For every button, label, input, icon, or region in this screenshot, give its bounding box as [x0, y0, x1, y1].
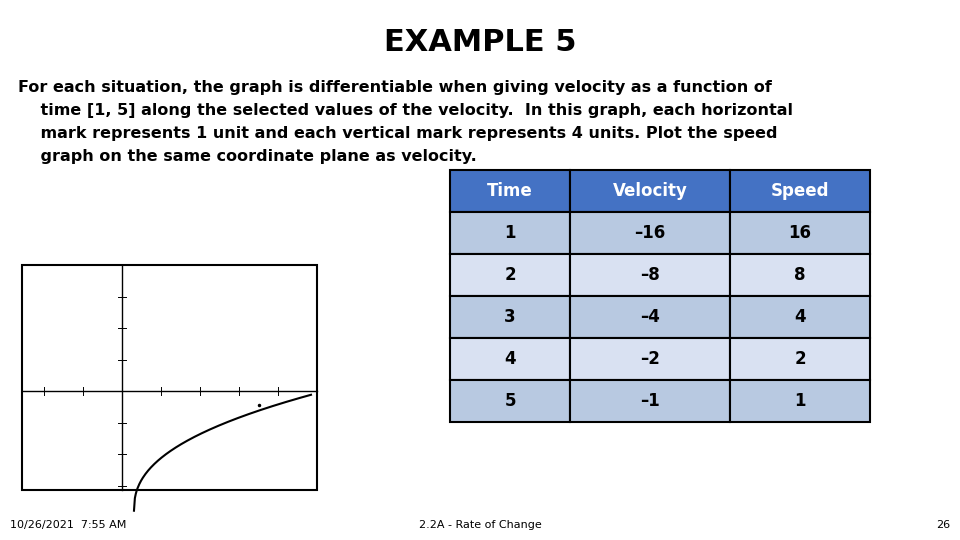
- Text: –16: –16: [635, 224, 665, 242]
- Text: –8: –8: [640, 266, 660, 284]
- Bar: [730, 380, 870, 422]
- Text: mark represents 1 unit and each vertical mark represents 4 units. Plot the speed: mark represents 1 unit and each vertical…: [18, 126, 778, 141]
- Bar: [730, 338, 870, 380]
- Text: 5: 5: [504, 392, 516, 410]
- Text: –1: –1: [640, 392, 660, 410]
- Text: graph on the same coordinate plane as velocity.: graph on the same coordinate plane as ve…: [18, 149, 477, 164]
- Bar: [450, 380, 570, 422]
- Text: 2: 2: [504, 266, 516, 284]
- Text: 1: 1: [794, 392, 805, 410]
- Text: Velocity: Velocity: [612, 182, 687, 200]
- Bar: [570, 212, 730, 254]
- Bar: [450, 338, 570, 380]
- Bar: [570, 170, 730, 212]
- Bar: [570, 254, 730, 296]
- Text: Speed: Speed: [771, 182, 829, 200]
- Text: 2.2A - Rate of Change: 2.2A - Rate of Change: [419, 520, 541, 530]
- Text: 4: 4: [794, 308, 805, 326]
- Text: 16: 16: [788, 224, 811, 242]
- Bar: [570, 296, 730, 338]
- Bar: [730, 170, 870, 212]
- Text: time [1, 5] along the selected values of the velocity.  In this graph, each hori: time [1, 5] along the selected values of…: [18, 103, 793, 118]
- Bar: [570, 338, 730, 380]
- Text: 3: 3: [504, 308, 516, 326]
- Text: 8: 8: [794, 266, 805, 284]
- Text: For each situation, the graph is differentiable when giving velocity as a functi: For each situation, the graph is differe…: [18, 80, 772, 95]
- Bar: [22, 265, 317, 490]
- Text: 26: 26: [936, 520, 950, 530]
- Text: –2: –2: [640, 350, 660, 368]
- Bar: [730, 254, 870, 296]
- Text: 10/26/2021  7:55 AM: 10/26/2021 7:55 AM: [10, 520, 127, 530]
- Bar: [450, 170, 570, 212]
- Bar: [450, 296, 570, 338]
- Bar: [730, 296, 870, 338]
- Text: 2: 2: [794, 350, 805, 368]
- Bar: [570, 380, 730, 422]
- Bar: [450, 212, 570, 254]
- Bar: [730, 212, 870, 254]
- Bar: [450, 254, 570, 296]
- Text: –4: –4: [640, 308, 660, 326]
- Text: 1: 1: [504, 224, 516, 242]
- Text: Time: Time: [487, 182, 533, 200]
- Text: 4: 4: [504, 350, 516, 368]
- Text: EXAMPLE 5: EXAMPLE 5: [384, 28, 576, 57]
